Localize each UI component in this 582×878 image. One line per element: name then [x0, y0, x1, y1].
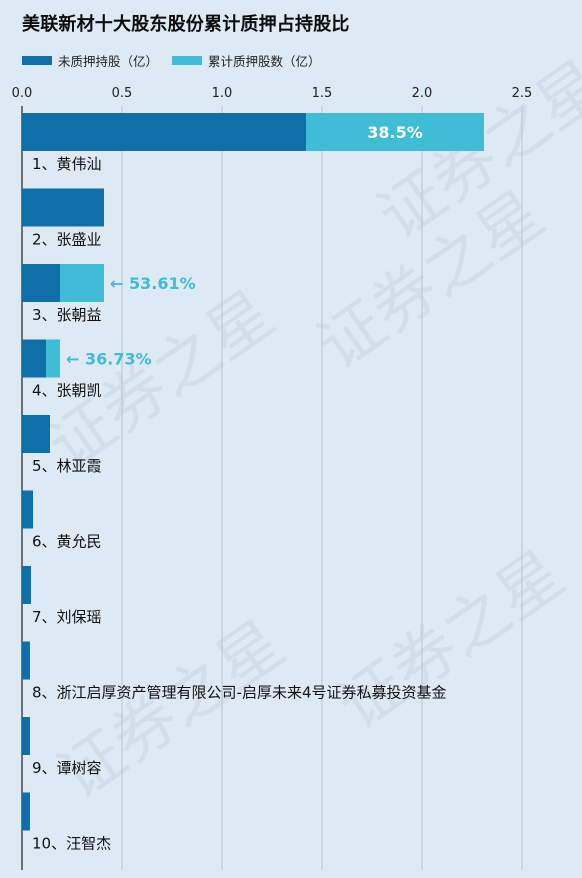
legend-label-unpledged: 未质押持股（亿）	[58, 54, 159, 69]
x-tick-label-2: 1.0	[212, 86, 233, 101]
legend-item-unpledged: 未质押持股（亿）	[22, 51, 158, 70]
bar-unpledged-5	[22, 415, 50, 453]
category-label-3: 3、张朝益	[32, 306, 102, 324]
bar-pledged-1	[306, 113, 484, 151]
x-tick-label-4: 2.0	[412, 86, 433, 101]
data-label-1: 38.5%	[367, 123, 423, 142]
bar-unpledged-2	[22, 188, 104, 227]
bar-unpledged-4	[22, 339, 46, 378]
bar-unpledged-8	[22, 641, 30, 680]
data-label-2: ← 53.61%	[110, 274, 196, 293]
x-tick-label-1: 0.5	[112, 86, 133, 101]
bar-unpledged-6	[22, 490, 33, 529]
category-label-7: 7、刘保瑶	[32, 608, 102, 626]
chart-title: 美联新材十大股东股份累计质押占持股比	[22, 14, 350, 35]
category-label-9: 9、谭树容	[32, 759, 102, 777]
legend-swatch-pledged	[172, 56, 203, 65]
category-label-4: 4、张朝凯	[32, 382, 102, 400]
legend-label-pledged: 累计质押股数（亿）	[208, 54, 321, 69]
data-label-3: ← 36.73%	[66, 350, 152, 369]
bar-unpledged-1	[22, 113, 306, 151]
x-tick-label-3: 1.5	[312, 86, 333, 101]
category-label-10: 10、汪智杰	[32, 835, 111, 853]
category-label-8: 8、浙江启厚资产管理有限公司-启厚未来4号证券私募投资基金	[32, 684, 447, 702]
bar-pledged-3	[60, 264, 104, 302]
legend: 未质押持股（亿） 累计质押股数（亿）	[22, 51, 321, 70]
bar-pledged-4	[46, 339, 60, 378]
legend-swatch-unpledged	[22, 56, 52, 65]
bar-unpledged-9	[22, 717, 30, 755]
bar-unpledged-3	[22, 264, 60, 302]
category-label-2: 2、张盛业	[32, 231, 102, 249]
category-label-5: 5、林亚霞	[32, 457, 102, 475]
x-tick-label-0: 0.0	[12, 86, 33, 101]
bar-unpledged-7	[22, 566, 31, 604]
bar-unpledged-10	[22, 792, 30, 831]
x-tick-label-5: 2.5	[512, 86, 533, 101]
category-label-1: 1、黄伟汕	[32, 155, 102, 173]
category-label-6: 6、黄允民	[32, 533, 102, 551]
legend-item-pledged: 累计质押股数（亿）	[172, 51, 321, 70]
